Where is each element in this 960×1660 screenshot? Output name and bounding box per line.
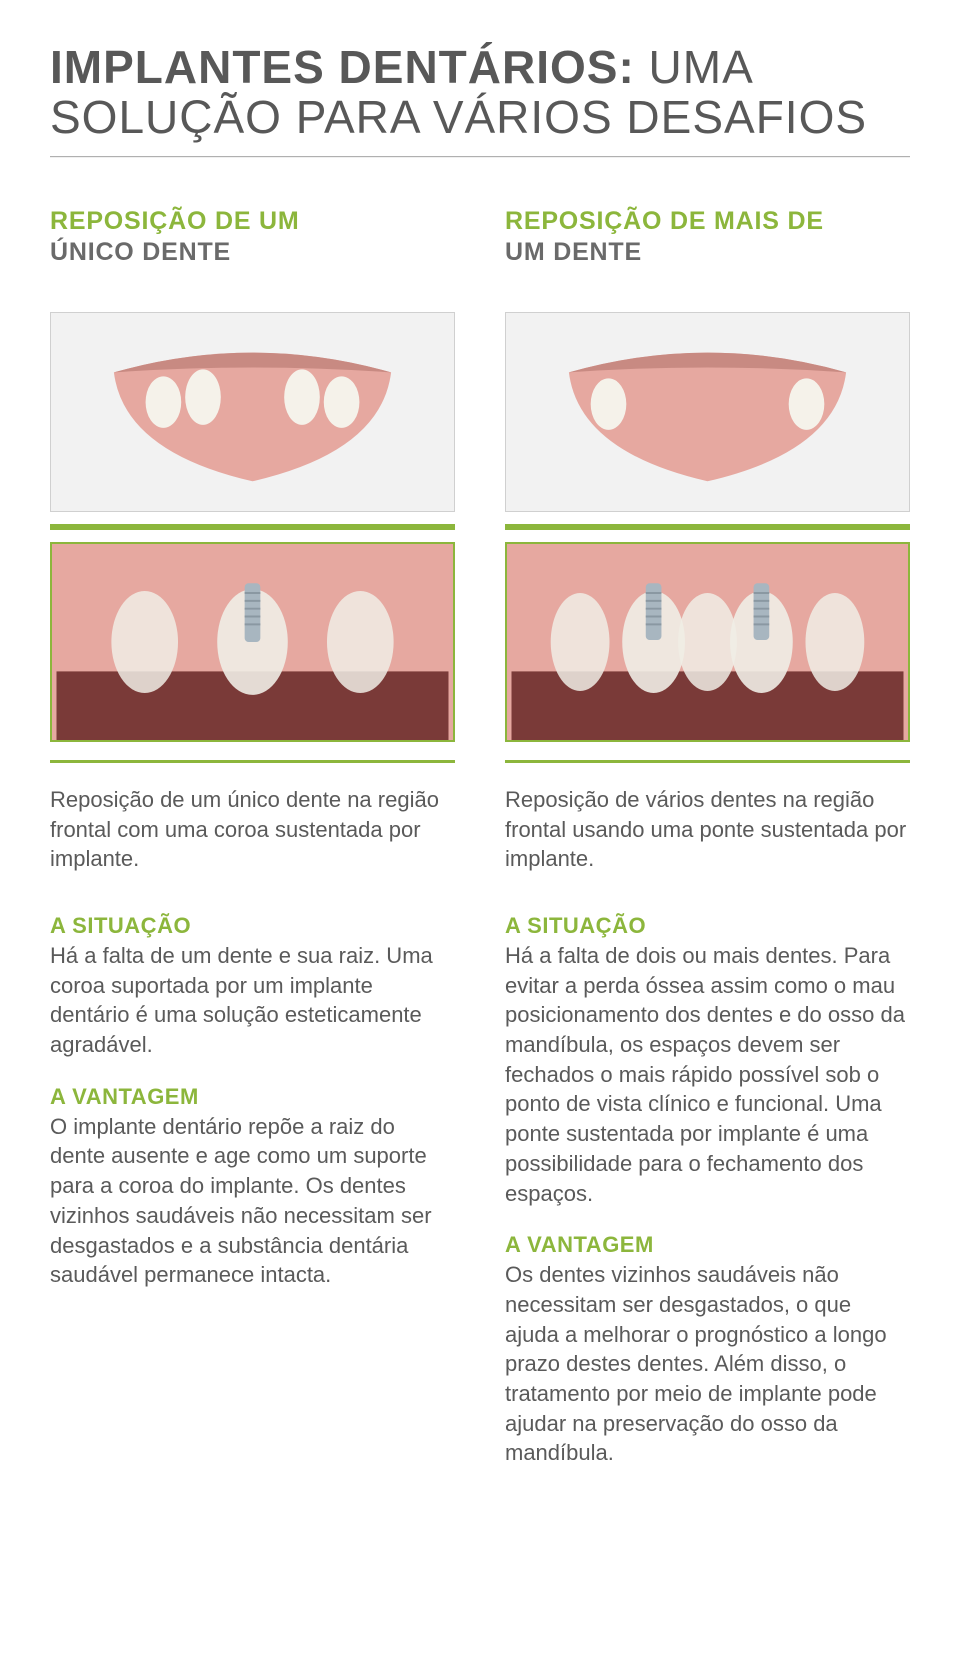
- column-right: REPOSIÇÃO DE MAIS DE UM DENTE: [505, 206, 910, 1492]
- title-light-after: UMA: [635, 41, 754, 93]
- right-caption: Reposição de vários dentes na região fro…: [505, 785, 910, 885]
- right-illustration-bottom: [505, 542, 910, 742]
- accent-rule-thick: [50, 524, 455, 530]
- jaw-missing-multi-icon: [506, 313, 909, 511]
- left-vantagem-body: O implante dentário repõe a raiz do dent…: [50, 1112, 455, 1290]
- right-head-grey: UM DENTE: [505, 238, 642, 266]
- left-situacao-head: A SITUAÇÃO: [50, 913, 455, 939]
- right-vantagem-head: A VANTAGEM: [505, 1232, 910, 1258]
- left-caption: Reposição de um único dente na região fr…: [50, 785, 455, 885]
- accent-rule-thin: [50, 760, 455, 763]
- left-head-grey: ÚNICO DENTE: [50, 238, 231, 266]
- left-vantagem-head: A VANTAGEM: [50, 1084, 455, 1110]
- accent-rule-thick-right: [505, 524, 910, 530]
- right-situacao-body: Há a falta de dois ou mais dentes. Para …: [505, 941, 910, 1208]
- title-rule: [50, 156, 910, 158]
- columns: REPOSIÇÃO DE UM ÚNICO DENTE: [50, 206, 910, 1492]
- left-illustration-bottom: [50, 542, 455, 742]
- right-head-accent: REPOSIÇÃO DE MAIS DE: [505, 207, 824, 235]
- right-vantagem-body: Os dentes vizinhos saudáveis não necessi…: [505, 1260, 910, 1468]
- title-bold: IMPLANTES DENTÁRIOS:: [50, 41, 635, 93]
- jaw-missing-one-icon: [51, 313, 454, 511]
- accent-rule-thin-right: [505, 760, 910, 763]
- implant-single-icon: [52, 544, 453, 740]
- left-illustration-top: [50, 312, 455, 512]
- left-heading: REPOSIÇÃO DE UM ÚNICO DENTE: [50, 206, 455, 276]
- right-heading: REPOSIÇÃO DE MAIS DE UM DENTE: [505, 206, 910, 276]
- right-situacao-head: A SITUAÇÃO: [505, 913, 910, 939]
- right-illustration-top: [505, 312, 910, 512]
- left-situacao-body: Há a falta de um dente e sua raiz. Uma c…: [50, 941, 455, 1060]
- left-head-accent: REPOSIÇÃO DE UM: [50, 207, 300, 235]
- column-left: REPOSIÇÃO DE UM ÚNICO DENTE: [50, 206, 455, 1492]
- page-title-block: IMPLANTES DENTÁRIOS: UMA SOLUÇÃO PARA VÁ…: [50, 40, 910, 144]
- implant-bridge-icon: [507, 544, 908, 740]
- title-line2: SOLUÇÃO PARA VÁRIOS DESAFIOS: [50, 90, 910, 144]
